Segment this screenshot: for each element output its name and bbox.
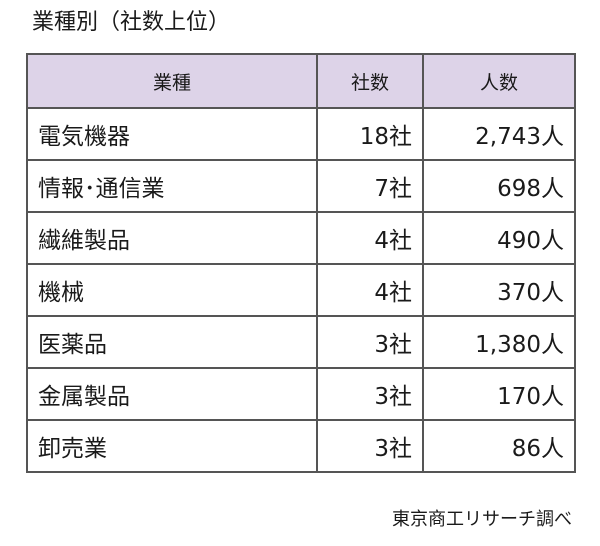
people-cell: 86人 <box>422 419 576 473</box>
industry-cell: 医薬品 <box>26 315 318 369</box>
companies-cell: 3社 <box>316 367 424 421</box>
header-companies: 社数 <box>316 53 424 109</box>
table-row: 電気機器 18社 2,743人 <box>26 107 576 161</box>
industry-cell: 卸売業 <box>26 419 318 473</box>
industry-cell: 機械 <box>26 263 318 317</box>
table-row: 繊維製品 4社 490人 <box>26 211 576 265</box>
industry-cell: 金属製品 <box>26 367 318 421</box>
companies-cell: 4社 <box>316 211 424 265</box>
table-row: 情報･通信業 7社 698人 <box>26 159 576 213</box>
industry-cell: 電気機器 <box>26 107 318 161</box>
header-people: 人数 <box>422 53 576 109</box>
source-note: 東京商工リサーチ調べ <box>392 509 572 530</box>
table-row: 機械 4社 370人 <box>26 263 576 317</box>
header-industry: 業種 <box>26 53 318 109</box>
companies-cell: 4社 <box>316 263 424 317</box>
people-cell: 698人 <box>422 159 576 213</box>
people-cell: 1,380人 <box>422 315 576 369</box>
table-row: 金属製品 3社 170人 <box>26 367 576 421</box>
people-cell: 170人 <box>422 367 576 421</box>
people-cell: 490人 <box>422 211 576 265</box>
industry-table: 業種 社数 人数 電気機器 18社 2,743人 情報･通信業 7社 698人 … <box>26 53 576 473</box>
industry-cell: 情報･通信業 <box>26 159 318 213</box>
industry-cell: 繊維製品 <box>26 211 318 265</box>
companies-cell: 3社 <box>316 419 424 473</box>
companies-cell: 3社 <box>316 315 424 369</box>
table-row: 卸売業 3社 86人 <box>26 419 576 473</box>
companies-cell: 7社 <box>316 159 424 213</box>
page-title: 業種別（社数上位） <box>32 10 231 35</box>
table-header-row: 業種 社数 人数 <box>26 53 576 109</box>
companies-cell: 18社 <box>316 107 424 161</box>
table-row: 医薬品 3社 1,380人 <box>26 315 576 369</box>
people-cell: 370人 <box>422 263 576 317</box>
people-cell: 2,743人 <box>422 107 576 161</box>
